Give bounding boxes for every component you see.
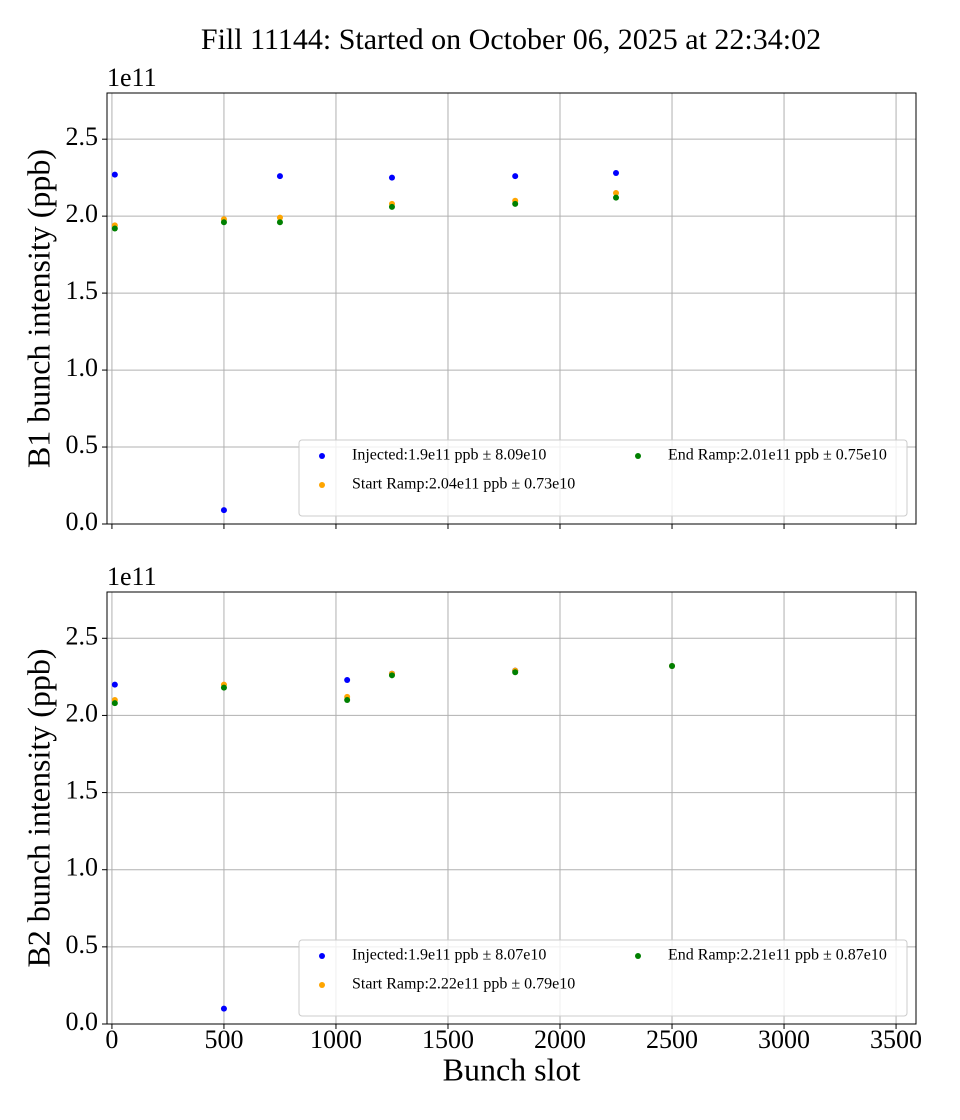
- y-tick-label: 0.0: [66, 1007, 99, 1036]
- y-tick-label: 1.5: [66, 276, 99, 305]
- x-axis-label: Bunch slot: [443, 1051, 581, 1087]
- y-axis-label: B2 bunch intensity (ppb): [20, 648, 56, 967]
- x-tick-label: 3500: [870, 1025, 922, 1054]
- y-offset-label: 1e11: [107, 562, 157, 591]
- data-point: [512, 669, 519, 676]
- y-tick-label: 1.5: [66, 776, 99, 805]
- legend-label: Start Ramp:2.04e11 ppb ± 0.73e10: [352, 476, 575, 493]
- x-tick-label: 2500: [646, 1025, 698, 1054]
- data-point: [111, 681, 118, 688]
- x-tick-label: 2000: [534, 1025, 586, 1054]
- y-axis-label: B1 bunch intensity (ppb): [20, 149, 56, 468]
- x-tick-label: 0: [105, 1025, 118, 1054]
- y-tick-label: 2.0: [66, 698, 99, 727]
- y-tick-label: 1.0: [66, 853, 99, 882]
- axes-frame: [106, 92, 917, 525]
- legend-marker: [319, 453, 325, 459]
- x-tick-label: 3000: [758, 1025, 810, 1054]
- y-tick-label: 0.5: [66, 430, 99, 459]
- data-point: [111, 225, 118, 232]
- data-point: [276, 173, 283, 180]
- data-point: [512, 200, 519, 207]
- legend-marker: [319, 482, 325, 488]
- legend-marker: [635, 953, 641, 959]
- data-point: [669, 663, 676, 670]
- data-point: [512, 173, 519, 180]
- data-point: [613, 194, 620, 201]
- y-offset-label: 1e11: [107, 63, 157, 92]
- y-tick-label: 2.5: [66, 621, 99, 650]
- legend-box: [298, 439, 908, 517]
- legend-marker: [635, 453, 641, 459]
- y-tick-label: 0.0: [66, 507, 99, 536]
- x-tick-label: 1500: [422, 1025, 474, 1054]
- data-point: [220, 1005, 227, 1012]
- data-point: [220, 219, 227, 226]
- legend-label: End Ramp:2.01e11 ppb ± 0.75e10: [668, 447, 887, 464]
- y-tick-label: 2.5: [66, 122, 99, 151]
- data-point: [344, 697, 351, 703]
- data-point: [111, 700, 118, 707]
- data-point: [613, 170, 620, 177]
- legend-label: Injected:1.9e11 ppb ± 8.09e10: [352, 447, 546, 464]
- legend-marker: [319, 982, 325, 988]
- legend-label: Start Ramp:2.22e11 ppb ± 0.79e10: [352, 976, 575, 993]
- legend-box: [298, 939, 908, 1017]
- legend-label: Injected:1.9e11 ppb ± 8.07e10: [352, 947, 546, 964]
- figure-title: Fill 11144: Started on October 06, 2025 …: [201, 23, 821, 56]
- data-point: [220, 507, 227, 514]
- y-tick-label: 2.0: [66, 199, 99, 228]
- y-tick-label: 1.0: [66, 353, 99, 382]
- data-point: [613, 190, 620, 197]
- data-point: [344, 676, 351, 683]
- data-point: [388, 174, 395, 181]
- data-point: [388, 672, 395, 679]
- axes-frame: [106, 591, 917, 1025]
- legend-marker: [319, 953, 325, 959]
- x-tick-label: 500: [204, 1025, 243, 1054]
- legend-label: End Ramp:2.21e11 ppb ± 0.87e10: [668, 947, 887, 964]
- data-point: [388, 203, 395, 210]
- data-point: [111, 171, 118, 178]
- y-tick-label: 0.5: [66, 930, 99, 959]
- x-tick-label: 1000: [310, 1025, 362, 1054]
- data-point: [276, 219, 283, 226]
- data-point: [220, 684, 227, 691]
- data-point: [276, 214, 283, 221]
